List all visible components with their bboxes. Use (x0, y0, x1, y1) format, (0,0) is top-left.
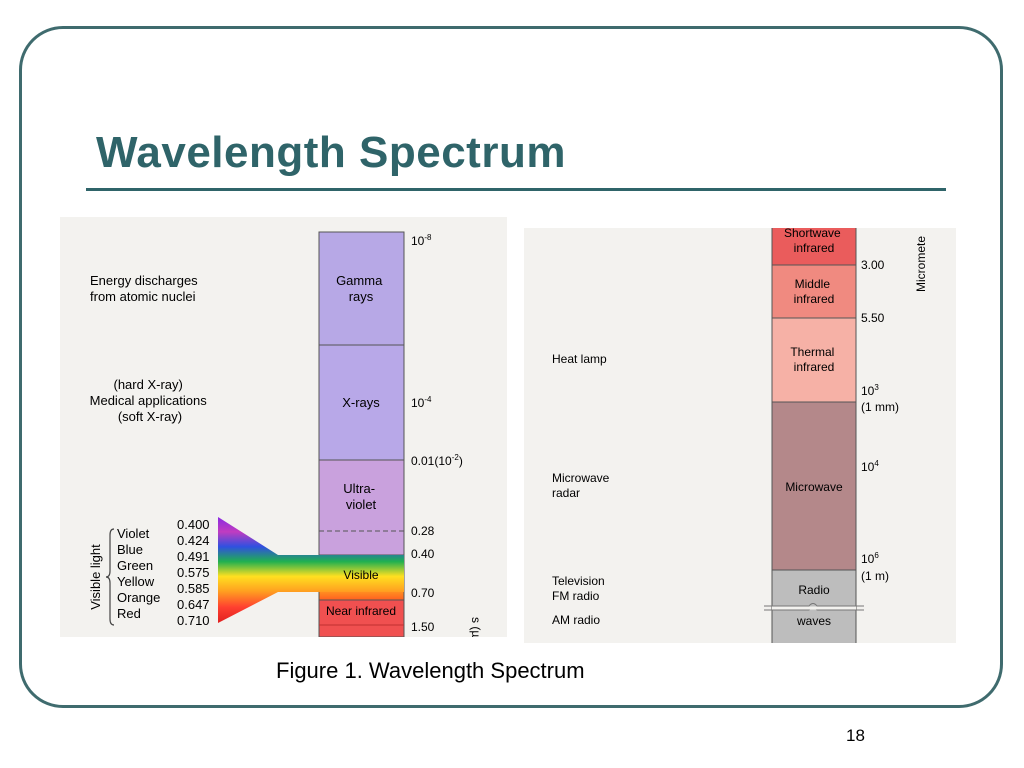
axis-label-micrometers: Micromete (914, 236, 928, 292)
color-name: Violet (117, 526, 150, 541)
visible-light-label: Visible light (88, 544, 103, 610)
color-name: Green (117, 558, 153, 573)
band-label-thermal: Thermal infrared (790, 345, 837, 374)
scale-label: 10-8 (411, 233, 432, 248)
color-value: 0.491 (177, 549, 210, 564)
scale-label: 0.28 (411, 524, 435, 538)
source-television: Television FM radio (552, 574, 608, 603)
band-label-shortwave: Shortwave infrared (784, 228, 844, 255)
color-value: 0.400 (177, 517, 210, 532)
slide-frame (19, 26, 1003, 708)
visible-light-brace (105, 528, 115, 626)
band-ultraviolet (318, 459, 405, 556)
scale-label: 10-4 (411, 395, 432, 410)
band-thermal-infrared (771, 317, 857, 403)
color-name: Orange (117, 590, 160, 605)
scale-label: (1 m) (861, 569, 889, 583)
scale-label: 3.00 (861, 258, 885, 272)
right-scale: 3.00 5.50 103 (1 mm) 104 106 (1 m) (861, 258, 899, 583)
left-scale: 10-8 10-4 0.01(10-2) 0.28 0.40 0.70 1.50 (411, 233, 463, 634)
title-divider (86, 188, 946, 191)
scale-label: (1 mm) (861, 400, 899, 414)
band-label-gamma: Gamma rays (336, 273, 386, 304)
color-value: 0.647 (177, 597, 210, 612)
band-label-visible: Visible (343, 568, 378, 582)
band-near-infrared (318, 599, 405, 637)
band-shortwave-infrared (771, 228, 857, 266)
band-label-near-infrared: Near infrared (326, 604, 396, 618)
band-middle-infrared (771, 264, 857, 319)
right-spectrum-figure: Shortwave infrared Middle infrared Therm… (524, 228, 956, 643)
band-label-ultraviolet: Ultra- violet (343, 481, 378, 512)
right-sources: Heat lamp Microwave radar Television FM … (552, 352, 613, 627)
scale-label: 1.50 (411, 620, 435, 634)
scale-label: 0.40 (411, 547, 435, 561)
scale-label: 106 (861, 551, 879, 566)
left-spectrum-figure: Gamma rays X-rays Ultra- violet Visible … (60, 217, 507, 637)
figure-caption: Figure 1. Wavelength Spectrum (276, 658, 585, 683)
scale-label: 104 (861, 459, 879, 474)
color-value: 0.575 (177, 565, 210, 580)
color-name: Red (117, 606, 141, 621)
visible-light-funnel (218, 517, 404, 623)
band-label-xrays: X-rays (342, 395, 380, 410)
band-label-microwave: Microwave (785, 480, 843, 494)
color-values: 0.400 0.424 0.491 0.575 0.585 0.647 0.71… (177, 517, 210, 628)
band-label-middle: Middle infrared (794, 277, 835, 306)
band-gamma (318, 231, 405, 346)
source-xray: (hard X-ray) Medical applications (soft … (90, 377, 211, 424)
page-number: 18 (846, 726, 865, 745)
right-spectrum-svg: Shortwave infrared Middle infrared Therm… (552, 228, 928, 643)
slide-title: Wavelength Spectrum (96, 128, 566, 177)
scale-label: 5.50 (861, 311, 885, 325)
source-heat-lamp: Heat lamp (552, 352, 607, 366)
left-spectrum-svg: Gamma rays X-rays Ultra- violet Visible … (88, 231, 483, 637)
scale-label: 0.01(10-2) (411, 453, 463, 468)
band-xrays (318, 344, 405, 461)
color-value: 0.424 (177, 533, 210, 548)
band-label-waves: waves (796, 614, 831, 628)
scale-label: 0.70 (411, 586, 435, 600)
color-names: Violet Blue Green Yellow Orange Red (117, 526, 160, 621)
scale-label: 103 (861, 383, 879, 398)
source-gamma: Energy discharges from atomic nuclei (90, 273, 201, 304)
color-name: Blue (117, 542, 143, 557)
axis-label-micrometers: s (µm) (469, 617, 483, 637)
color-value: 0.585 (177, 581, 210, 596)
band-label-radio: Radio (798, 583, 830, 597)
source-am-radio: AM radio (552, 613, 600, 627)
color-name: Yellow (117, 574, 155, 589)
source-microwave-radar: Microwave radar (552, 471, 613, 500)
color-value: 0.710 (177, 613, 210, 628)
